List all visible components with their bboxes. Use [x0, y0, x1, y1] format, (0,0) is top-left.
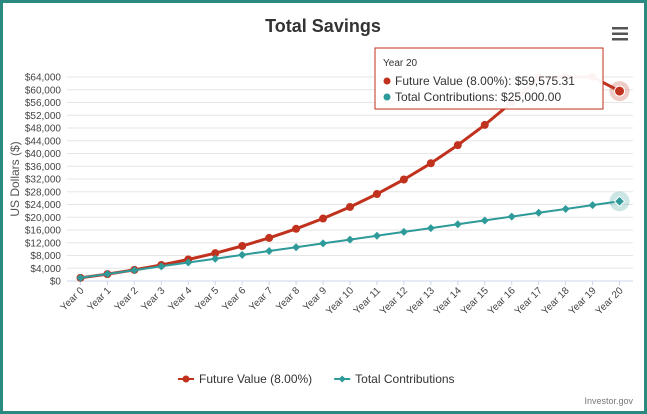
data-point-total-contributions — [480, 216, 489, 225]
y-tick-label: $52,000 — [25, 111, 62, 122]
tooltip-contributions: Total Contributions: $25,000.00 — [395, 90, 561, 104]
x-tick-label: Year 6 — [220, 285, 248, 313]
data-point-total-contributions — [534, 208, 543, 217]
data-point-total-contributions — [561, 204, 570, 213]
x-tick-label: Year 20 — [594, 285, 626, 317]
data-point-total-contributions — [507, 212, 516, 221]
tooltip: Year 20 Future Value (8.00%): $59,575.31… — [374, 47, 604, 110]
x-tick-label: Year 11 — [352, 285, 384, 317]
y-tick-label: $64,000 — [25, 73, 62, 84]
y-tick-label: $60,000 — [25, 85, 62, 96]
x-tick-label: Year 14 — [432, 285, 464, 317]
data-point-future-value-8-00 — [614, 85, 626, 97]
y-axis: $0 $4,000 $8,000 $12,000$16,000 $20,000 $24,0… — [25, 73, 62, 288]
data-point-total-contributions — [588, 201, 597, 210]
hamburger-menu-icon[interactable] — [608, 23, 632, 45]
data-point-total-contributions — [319, 239, 328, 248]
x-tick-label: Year 16 — [486, 285, 518, 317]
data-point-future-value-8-00 — [453, 141, 462, 150]
data-point-future-value-8-00 — [426, 159, 435, 168]
data-point-total-contributions — [265, 247, 274, 256]
x-tick-label: Year 0 — [59, 285, 87, 313]
tooltip-contributions-dot — [383, 93, 391, 101]
x-tick-label: Year 2 — [113, 285, 141, 313]
data-point-total-contributions — [292, 243, 301, 252]
y-tick-label: $0 — [50, 277, 62, 288]
y-tick-label: $36,000 — [25, 162, 62, 173]
legend: Future Value (8.00%) Total Contributions — [178, 372, 455, 386]
y-tick-label: $8,000 — [30, 251, 61, 262]
data-point-total-contributions — [157, 262, 166, 271]
y-tick-label: $20,000 — [25, 213, 62, 224]
data-point-total-contributions — [103, 269, 112, 278]
x-tick-label: Year 10 — [324, 285, 356, 317]
data-point-future-value-8-00 — [480, 120, 489, 129]
data-point-total-contributions — [238, 250, 247, 259]
data-point-total-contributions — [399, 227, 408, 236]
x-tick-label: Year 19 — [567, 285, 599, 317]
data-point-total-contributions — [346, 235, 354, 244]
legend-marker-future-value-8-00 — [182, 375, 190, 383]
y-tick-label: $32,000 — [25, 175, 62, 186]
y-tick-label: $16,000 — [25, 226, 62, 237]
x-tick-label: Year 8 — [274, 285, 302, 313]
data-point-future-value-8-00 — [211, 249, 220, 258]
total-savings-chart: Total Savings $0 $4,000 $8,000 $12,000$16,0… — [8, 16, 633, 406]
x-tick-label: Year 13 — [405, 285, 437, 317]
x-tick-label: Year 4 — [166, 285, 194, 313]
data-point-future-value-8-00 — [238, 242, 247, 251]
x-tick-label: Year 3 — [139, 285, 167, 313]
y-tick-label: $4,000 — [30, 264, 61, 275]
tooltip-future-value-dot — [383, 77, 391, 85]
x-tick-label: Year 18 — [540, 285, 572, 317]
data-point-total-contributions — [613, 195, 626, 208]
credits-link[interactable]: Investor.gov — [584, 396, 633, 406]
y-tick-label: $44,000 — [25, 136, 62, 147]
data-point-total-contributions — [211, 254, 220, 263]
data-point-future-value-8-00 — [265, 233, 274, 242]
chart-title: Total Savings — [265, 16, 381, 36]
data-point-future-value-8-00 — [292, 224, 301, 233]
data-point-total-contributions — [130, 266, 139, 275]
data-point-total-contributions — [453, 220, 462, 229]
data-point-total-contributions — [76, 273, 85, 282]
x-tick-label: Year 12 — [378, 285, 410, 317]
data-point-total-contributions — [372, 231, 381, 240]
data-point-future-value-8-00 — [372, 190, 381, 199]
legend-label-future-value-8-00: Future Value (8.00%) — [199, 372, 312, 386]
y-tick-label: $24,000 — [25, 200, 62, 211]
y-tick-label: $40,000 — [25, 149, 62, 160]
data-point-total-contributions — [184, 258, 193, 267]
tooltip-box — [374, 47, 604, 110]
data-point-future-value-8-00 — [319, 214, 328, 223]
legend-label-total-contributions: Total Contributions — [355, 372, 454, 386]
tooltip-header: Year 20 — [383, 58, 418, 69]
y-axis-label: US Dollars ($) — [8, 141, 22, 216]
x-tick-label: Year 15 — [459, 285, 491, 317]
gridlines — [67, 76, 633, 282]
y-tick-label: $12,000 — [25, 238, 62, 249]
x-tick-label: Year 17 — [513, 285, 545, 317]
data-point-future-value-8-00 — [399, 175, 408, 184]
data-point-total-contributions — [426, 224, 435, 233]
y-tick-label: $28,000 — [25, 187, 62, 198]
chart-frame: Total Savings $0 $4,000 $8,000 $12,000 $16,0… — [3, 3, 644, 411]
legend-marker-total-contributions — [338, 375, 346, 383]
y-tick-label: $56,000 — [25, 98, 62, 109]
tooltip-future-value: Future Value (8.00%): $59,575.31 — [395, 74, 575, 88]
x-tick-label: Year 7 — [247, 285, 275, 313]
y-tick-label: $48,000 — [25, 124, 62, 135]
data-point-future-value-8-00 — [346, 202, 354, 211]
x-tick-label: Year 5 — [193, 285, 221, 313]
x-tick-label: Year 1 — [86, 285, 114, 313]
